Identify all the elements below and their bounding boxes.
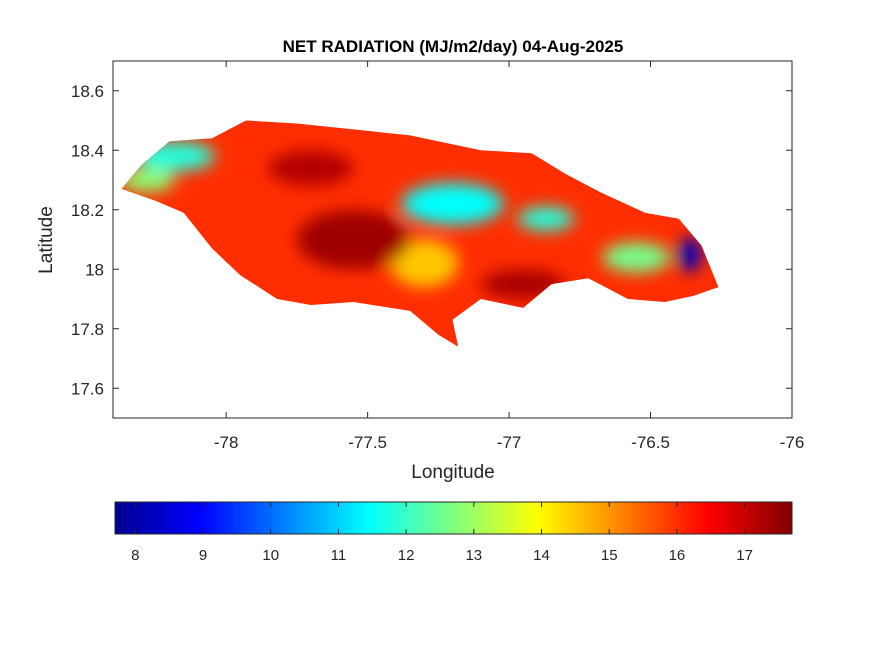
y-axis-label: Latitude bbox=[36, 206, 57, 274]
x-tick-label: -78 bbox=[214, 433, 239, 452]
y-axis-ticks: 17.6 17.8 18 18.2 18.4 18.6 bbox=[71, 82, 792, 398]
field-blob bbox=[390, 239, 459, 288]
colorbar: 8 9 10 11 12 13 14 15 16 17 bbox=[114, 501, 793, 564]
colorbar-tick-label: 12 bbox=[398, 547, 415, 564]
x-tick-label: -77.5 bbox=[348, 433, 387, 452]
colorbar-tick-label: 17 bbox=[736, 547, 753, 564]
field-blob bbox=[678, 236, 702, 273]
map-axes: -78 -77.5 -77 -76.5 -76 17.6 17.8 18 18.2 18.4 18… bbox=[36, 60, 804, 483]
x-tick-label: -76.5 bbox=[631, 433, 670, 452]
field-blob bbox=[517, 206, 575, 231]
y-tick-label: 18 bbox=[85, 260, 104, 279]
y-tick-label: 18.2 bbox=[71, 201, 104, 220]
colorbar-tick-label: 10 bbox=[262, 547, 279, 564]
colorbar-ticks: 8 9 10 11 12 13 14 15 16 17 bbox=[131, 502, 753, 564]
x-tick-label: -77 bbox=[497, 433, 522, 452]
colorbar-tick-label: 16 bbox=[669, 547, 686, 564]
colorbar-tick-label: 13 bbox=[465, 547, 482, 564]
colorbar-tick-label: 14 bbox=[533, 547, 550, 564]
y-tick-label: 17.8 bbox=[71, 320, 104, 339]
y-tick-label: 17.6 bbox=[71, 379, 104, 398]
colorbar-tick-label: 15 bbox=[601, 547, 618, 564]
field-blob bbox=[602, 242, 671, 273]
y-tick-label: 18.6 bbox=[71, 82, 104, 101]
x-axis-ticks: -78 -77.5 -77 -76.5 -76 bbox=[214, 61, 804, 452]
x-axis-label: Longitude bbox=[411, 462, 494, 483]
map-title: NET RADIATION (MJ/m2/day) 04-Aug-2025 bbox=[283, 37, 624, 56]
colorbar-tick-label: 9 bbox=[199, 547, 207, 564]
field-blob bbox=[296, 209, 411, 270]
y-tick-label: 18.4 bbox=[71, 141, 104, 160]
colorbar-tick-label: 11 bbox=[331, 547, 347, 564]
colorbar-tick-label: 8 bbox=[131, 547, 139, 564]
field-blob bbox=[401, 182, 504, 225]
colorbar-gradient bbox=[114, 501, 793, 535]
x-tick-label: -76 bbox=[780, 433, 805, 452]
field-blob bbox=[268, 150, 354, 186]
